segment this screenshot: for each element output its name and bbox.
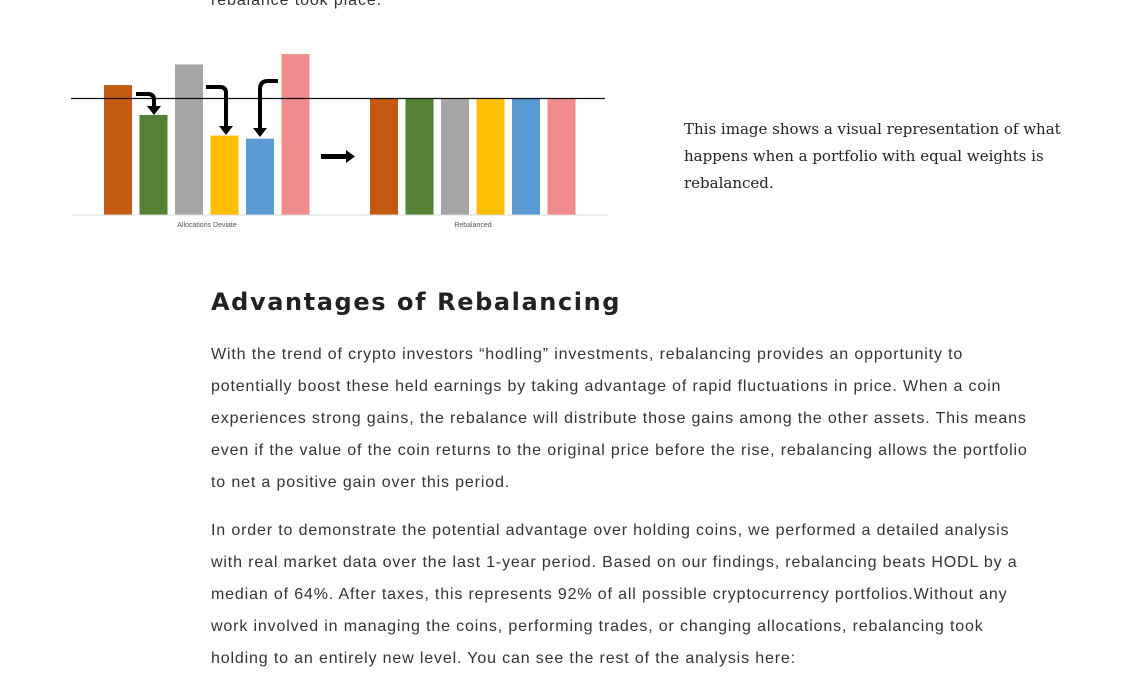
- previous-paragraph-tail: rebalance took place.: [211, 0, 383, 9]
- bar-1-5: [547, 98, 576, 215]
- bar-0-2: [175, 64, 203, 215]
- section-heading: Advantages of Rebalancing: [211, 288, 622, 316]
- paragraph-2: In order to demonstrate the potential ad…: [211, 522, 1018, 667]
- bar-0-0: [104, 85, 132, 215]
- transition-arrow-shaft: [321, 154, 347, 159]
- bar-0-4: [246, 138, 274, 215]
- redistribute-arrowhead-2: [219, 126, 233, 135]
- bar-0-5: [281, 54, 310, 215]
- redistribute-arrowhead-3: [253, 128, 267, 137]
- bar-1-3: [476, 98, 505, 215]
- group-label-1: Rebalanced: [454, 222, 491, 229]
- bar-1-4: [512, 98, 540, 215]
- bar-0-1: [139, 114, 168, 215]
- image-caption: This image shows a visual representation…: [684, 120, 1061, 192]
- redistribute-arrow-3: [258, 79, 278, 130]
- redistribute-arrow-1: [136, 92, 156, 108]
- bars-layer: [104, 54, 576, 215]
- group-label-0: Allocations Deviate: [177, 222, 237, 229]
- bar-0-3: [210, 135, 239, 215]
- transition-arrowhead: [346, 150, 355, 163]
- redistribute-arrowhead-1: [147, 106, 161, 115]
- rebalancing-chart: Allocations Deviate Rebalanced: [71, 54, 608, 229]
- bar-1-2: [441, 98, 469, 215]
- redistribute-arrow-2: [206, 85, 228, 128]
- rebalancing-illustration: Allocations Deviate Rebalanced: [68, 50, 612, 236]
- paragraph-1: With the trend of crypto investors “hodl…: [211, 346, 1028, 491]
- bar-1-1: [405, 98, 434, 215]
- bar-1-0: [370, 98, 398, 215]
